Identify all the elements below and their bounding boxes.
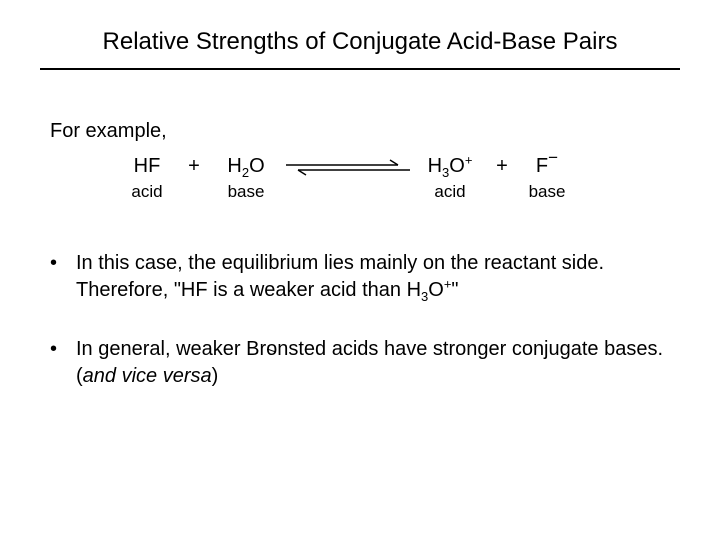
bullet-1: • In this case, the equilibrium lies mai… — [50, 250, 670, 304]
equilibrium-arrow-icon — [278, 156, 418, 178]
title-rule — [40, 68, 680, 70]
species-hf: HF — [120, 155, 174, 178]
h3o-h: H — [428, 155, 442, 177]
equation-row: HF + H2O H3O+ + F− — [120, 155, 620, 178]
plus-1: + — [174, 155, 214, 178]
b2-ital: and vice versa — [83, 365, 212, 387]
h3o-o: O — [449, 155, 465, 177]
h2o-sub: 2 — [242, 165, 249, 180]
intro-text: For example, — [50, 120, 167, 143]
b1-post: " — [451, 279, 458, 301]
b1-mid: O — [428, 279, 444, 301]
bullet-2: • In general, weaker Bronsted acids have… — [50, 336, 670, 390]
bullet-2-text: In general, weaker Bronsted acids have s… — [76, 336, 670, 390]
label-base-2: base — [522, 182, 572, 202]
b2-ostroke: o — [266, 336, 277, 363]
species-h3o: H3O+ — [418, 155, 482, 178]
h2o-o: O — [249, 155, 265, 177]
slide: Relative Strengths of Conjugate Acid-Bas… — [0, 0, 720, 540]
b2-popen: ( — [76, 365, 83, 387]
equation-block: HF + H2O H3O+ + F− acid — [120, 155, 620, 202]
b1-pre: In this case, the equilibrium lies mainl… — [76, 252, 604, 301]
label-spacer-2 — [482, 182, 522, 202]
species-f: F− — [522, 155, 572, 178]
label-base-1: base — [214, 182, 278, 202]
f-charge: − — [548, 148, 558, 167]
bullet-dot-icon: • — [50, 336, 76, 390]
h2o-h: H — [227, 155, 241, 177]
label-acid-1: acid — [120, 182, 174, 202]
bullet-dot-icon: • — [50, 250, 76, 304]
label-acid-2: acid — [418, 182, 482, 202]
b2-pclose: ) — [212, 365, 219, 387]
f-base: F — [536, 155, 548, 177]
bullet-1-text: In this case, the equilibrium lies mainl… — [76, 250, 670, 304]
species-h2o: H2O — [214, 155, 278, 178]
b2-pre: In general, weaker Br — [76, 338, 266, 360]
plus-2: + — [482, 155, 522, 178]
slide-title: Relative Strengths of Conjugate Acid-Bas… — [0, 28, 720, 56]
label-spacer-1 — [174, 182, 214, 202]
label-spacer-arrow — [278, 182, 418, 202]
h3o-sup: + — [465, 152, 473, 167]
b2-mid: nsted acids have stronger conjugate base… — [277, 338, 663, 360]
equilibrium-arrow — [278, 156, 418, 178]
equation-labels: acid base acid base — [120, 182, 620, 202]
bullet-list: • In this case, the equilibrium lies mai… — [50, 250, 670, 422]
